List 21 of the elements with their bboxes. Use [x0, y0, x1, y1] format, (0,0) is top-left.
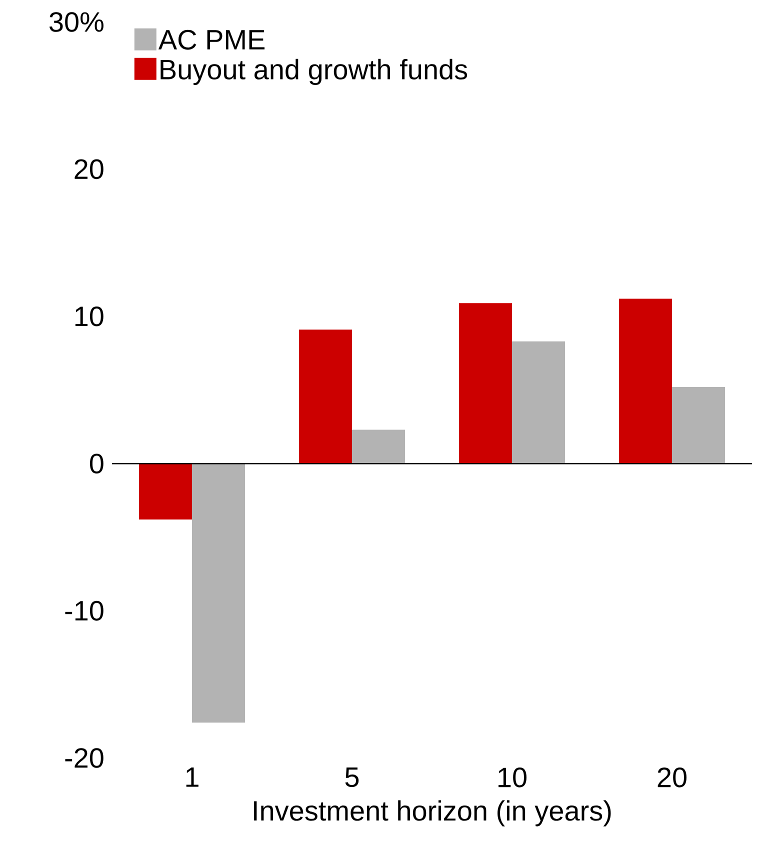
bar [619, 298, 672, 464]
y-tick-label: 20 [74, 159, 104, 180]
bar [672, 387, 726, 464]
bar [459, 303, 512, 464]
x-tick-label: 20 [658, 768, 686, 788]
x-tick-label: 1 [186, 768, 198, 787]
bar [352, 430, 405, 464]
y-tick-label: 0 [90, 454, 104, 474]
bar [512, 341, 566, 464]
y-tick-label: 10 [75, 306, 104, 326]
bar [192, 464, 245, 723]
y-tick-label: -10 [65, 600, 104, 621]
y-tick-label: 30% [49, 12, 104, 32]
bar [299, 330, 352, 464]
legend-label: AC PME [158, 30, 265, 50]
legend-label: Buyout and growth funds [160, 58, 468, 86]
x-tick-label: 5 [345, 768, 359, 788]
bar [139, 464, 192, 520]
y-tick-label: -20 [65, 748, 104, 768]
x-axis-title: Investment horizon (in years) [254, 800, 611, 826]
x-tick-label: 10 [498, 768, 526, 788]
